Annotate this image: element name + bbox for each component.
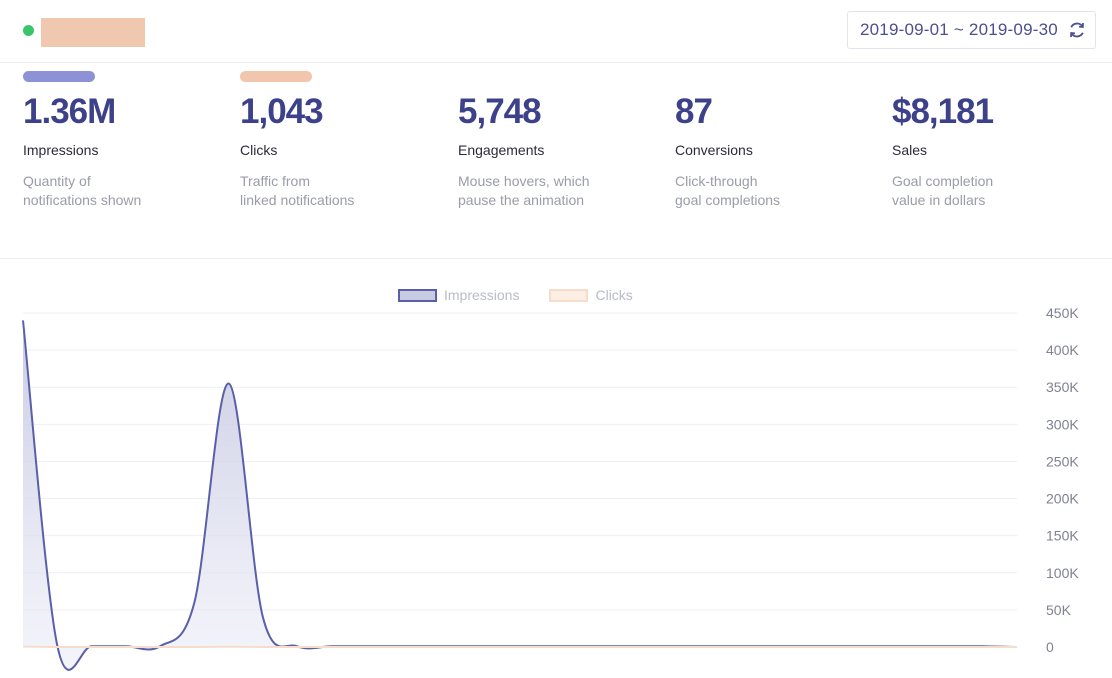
stat-desc-line: Goal completion [892,173,994,189]
status-indicator [23,25,34,36]
stat-value: 1.36M [23,92,116,131]
date-range-picker[interactable]: 2019-09-01 ~ 2019-09-30 [847,11,1096,49]
stat-desc-line: notifications shown [23,192,142,208]
impressions-clicks-chart: 0 50K 100K 150K 200K 250K 300K 350K 400K 450K Imp… [0,259,1112,678]
stat-label: Sales [892,142,928,158]
series-layer [22,320,1018,671]
legend-label: Impressions [444,287,520,303]
stat-description: Click-through goal completions [675,172,855,210]
legend-item-clicks[interactable]: Clicks [549,287,633,303]
stat-description: Mouse hovers, which pause the animation [458,172,638,210]
stat-value: $8,181 [892,92,994,131]
impressions-area [23,320,1017,670]
y-tick-label: 250K [1046,453,1079,469]
stat-label: Conversions [675,142,753,158]
stat-desc-line: Click-through [675,173,758,189]
impressions-color-bar [23,71,95,82]
chart-canvas: 0 50K 100K 150K 200K 250K 300K 350K 400K 450K [22,305,1079,671]
stat-desc-line: Mouse hovers, which [458,173,590,189]
refresh-icon[interactable] [1067,20,1087,40]
stat-desc-line: goal completions [675,192,781,208]
impressions-line [22,320,1018,671]
y-tick-label: 100K [1046,565,1079,581]
legend-swatch-clicks [549,288,589,302]
stat-label: Clicks [240,142,278,158]
date-range-label: 2019-09-01 ~ 2019-09-30 [860,20,1058,39]
y-tick-label: 200K [1046,491,1079,507]
y-tick-label: 450K [1046,305,1079,321]
top-bar: 2019-09-01 ~ 2019-09-30 [0,0,1112,63]
stat-description: Quantity of notifications shown [23,172,203,210]
stat-description: Goal completion value in dollars [892,172,1072,210]
legend-swatch-impressions [398,288,437,302]
site-name-redacted [41,18,145,47]
stat-value: 5,748 [458,92,542,131]
legend-item-impressions[interactable]: Impressions [398,287,519,303]
stat-label: Engagements [458,142,545,158]
y-tick-label: 0 [1046,639,1054,655]
y-tick-label: 400K [1046,342,1079,358]
stat-desc-line: linked notifications [240,192,355,208]
legend-label: Clicks [595,287,633,303]
y-tick-label: 300K [1046,416,1079,432]
stat-value: 87 [675,92,713,131]
stat-label: Impressions [23,142,99,158]
stat-value: 1,043 [240,92,324,131]
y-tick-label: 150K [1046,528,1079,544]
stats-row: 1.36M Impressions Quantity of notificati… [0,62,1112,259]
stat-desc-line: Traffic from [240,173,311,189]
stat-desc-line: value in dollars [892,192,986,208]
stat-desc-line: Quantity of [23,173,91,189]
clicks-color-bar [240,71,312,82]
stat-description: Traffic from linked notifications [240,172,420,210]
y-tick-label: 50K [1046,602,1072,618]
grid-lines [23,312,1017,648]
chart-legend: Impressions Clicks [398,287,633,303]
y-tick-label: 350K [1046,379,1079,395]
y-axis-ticks: 0 50K 100K 150K 200K 250K 300K 350K 400K 450K [1046,305,1079,655]
stat-desc-line: pause the animation [458,192,585,208]
